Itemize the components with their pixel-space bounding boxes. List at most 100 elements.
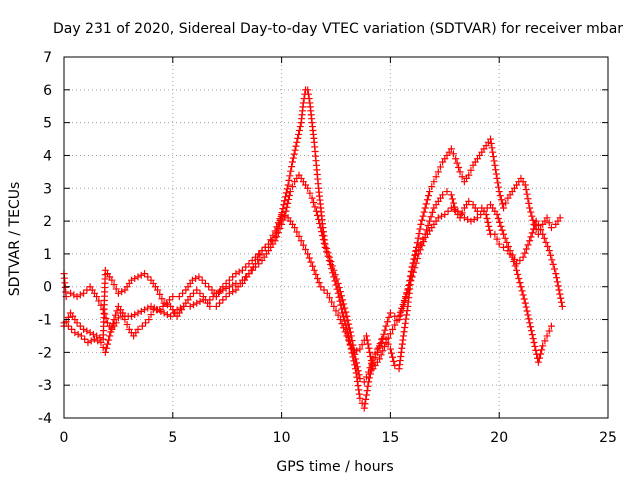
data-point — [292, 142, 300, 150]
data-point — [523, 190, 531, 198]
data-point — [413, 255, 421, 263]
data-point — [142, 319, 150, 327]
data-point — [83, 327, 91, 335]
data-point — [555, 286, 563, 294]
data-point — [513, 266, 521, 274]
data-point — [515, 275, 523, 283]
data-point — [413, 239, 421, 247]
data-point — [147, 311, 155, 319]
y-tick-label: 0 — [43, 280, 52, 296]
x-axis-label: GPS time / hours — [276, 459, 393, 475]
y-tick-label: -1 — [38, 313, 52, 329]
data-point — [439, 191, 447, 199]
data-point — [87, 337, 95, 345]
data-point — [454, 207, 462, 215]
data-point — [288, 163, 296, 171]
data-point — [74, 330, 82, 338]
data-point — [386, 309, 394, 317]
data-point — [338, 305, 346, 313]
data-point — [343, 312, 351, 320]
data-point — [409, 268, 417, 276]
data-point — [337, 301, 345, 309]
data-point — [387, 349, 395, 357]
data-point — [256, 251, 264, 259]
data-point — [255, 250, 263, 258]
data-point — [123, 320, 131, 328]
data-point — [524, 241, 532, 249]
data-point — [176, 304, 184, 312]
data-point — [521, 299, 529, 307]
data-point — [494, 179, 502, 187]
data-point — [450, 199, 458, 207]
y-tick-label: -2 — [38, 345, 52, 361]
data-point — [383, 318, 391, 326]
data-point — [523, 307, 531, 315]
data-point — [526, 237, 534, 245]
data-point — [285, 176, 293, 184]
data-point — [327, 261, 335, 269]
data-point — [198, 276, 206, 284]
data-point — [401, 319, 409, 327]
data-point — [127, 312, 135, 320]
data-point — [426, 217, 434, 225]
data-point — [356, 394, 364, 402]
data-point — [557, 298, 565, 306]
data-point — [141, 306, 149, 314]
data-point — [294, 134, 302, 142]
data-point — [438, 212, 446, 220]
data-point — [160, 309, 168, 317]
data-point — [493, 211, 501, 219]
data-point — [314, 275, 322, 283]
data-point — [457, 211, 465, 219]
data-point — [144, 273, 152, 281]
data-point — [245, 260, 253, 268]
data-point — [238, 266, 246, 274]
data-point — [348, 344, 356, 352]
data-point — [314, 211, 322, 219]
y-axis-label: SDTVAR / TECUs — [7, 182, 23, 297]
series-track-c — [60, 201, 566, 373]
data-point — [144, 304, 152, 312]
data-point — [458, 209, 466, 217]
data-point — [283, 203, 291, 211]
data-point — [380, 343, 388, 351]
data-point — [366, 370, 374, 378]
data-point — [415, 230, 423, 238]
data-point — [345, 336, 353, 344]
y-tick-label: 6 — [43, 83, 52, 99]
data-point — [325, 256, 333, 264]
data-point — [525, 199, 533, 207]
data-point — [553, 278, 561, 286]
data-point — [364, 382, 372, 390]
data-point — [531, 342, 539, 350]
data-point — [112, 285, 120, 293]
data-point — [137, 307, 145, 315]
data-point — [362, 391, 370, 399]
data-point — [488, 144, 496, 152]
data-point — [486, 226, 494, 234]
data-point — [206, 302, 214, 310]
data-point — [86, 329, 94, 337]
data-point — [229, 288, 237, 296]
data-point — [186, 293, 194, 301]
data-point — [519, 291, 527, 299]
y-tick-label: 3 — [43, 181, 52, 197]
data-point — [547, 251, 555, 259]
data-points — [60, 86, 566, 412]
data-point — [297, 237, 305, 245]
data-point — [549, 260, 557, 268]
data-point — [254, 255, 262, 263]
data-point — [81, 335, 89, 343]
data-point — [556, 214, 564, 222]
data-point — [109, 320, 117, 328]
data-point — [452, 155, 460, 163]
data-point — [418, 216, 426, 224]
data-point — [373, 348, 381, 356]
data-point — [366, 374, 374, 382]
data-point — [395, 312, 403, 320]
data-point — [406, 281, 414, 289]
data-point — [402, 315, 410, 323]
data-point — [403, 311, 411, 319]
data-point — [550, 265, 558, 273]
